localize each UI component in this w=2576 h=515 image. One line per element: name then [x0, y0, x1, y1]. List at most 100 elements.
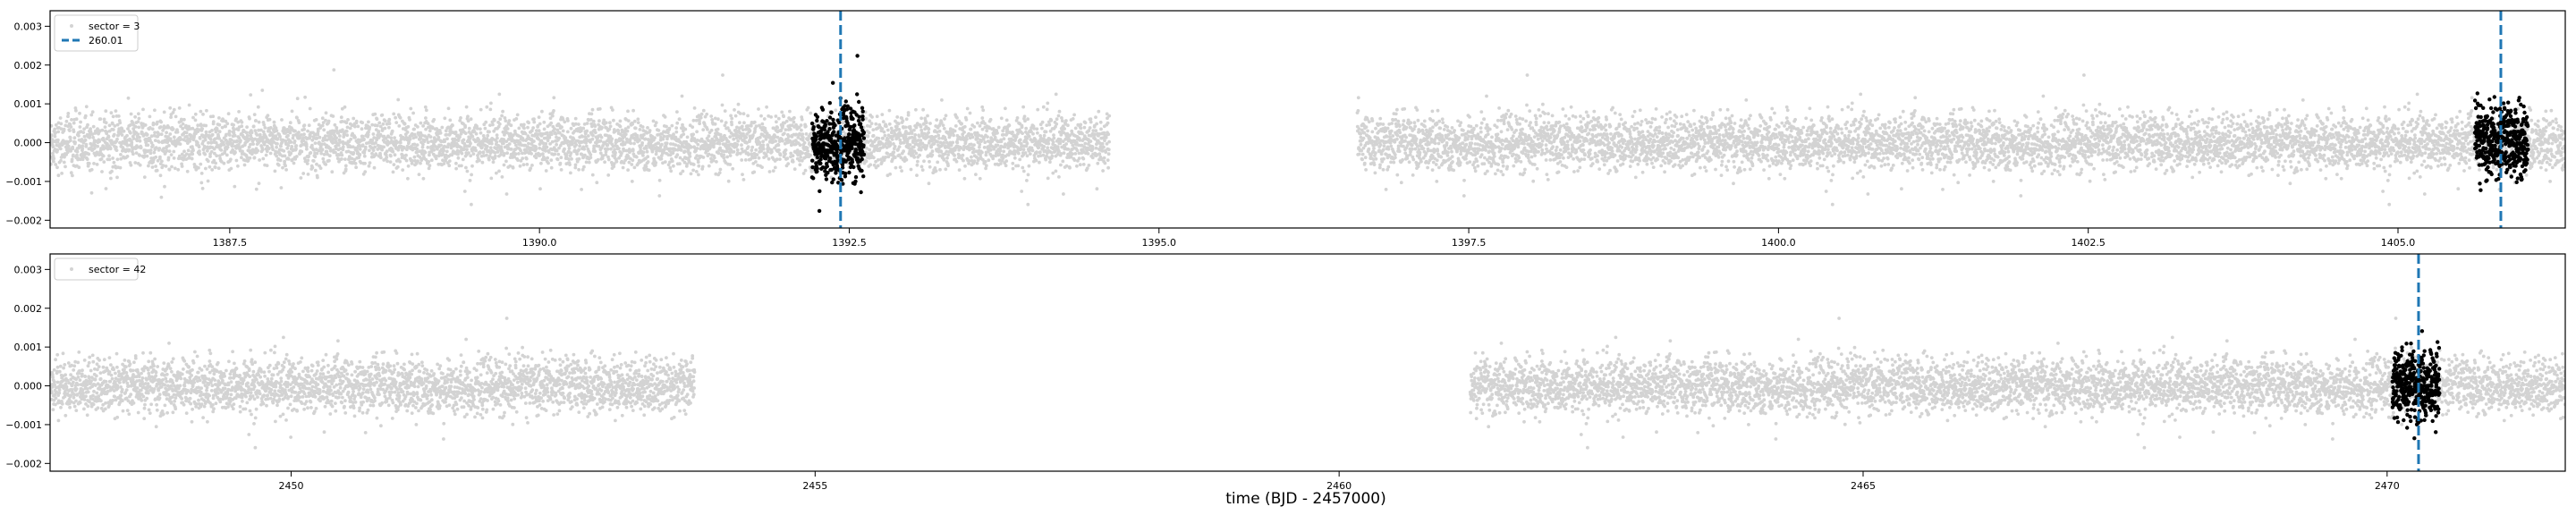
- data-point: [235, 139, 240, 143]
- data-point: [248, 156, 252, 160]
- data-point: [1051, 171, 1055, 175]
- data-point: [553, 127, 556, 131]
- data-point: [408, 118, 411, 122]
- data-point: [1095, 122, 1098, 126]
- data-point: [102, 117, 106, 122]
- data-point: [919, 116, 923, 121]
- data-point: [667, 126, 672, 131]
- data-point: [589, 153, 593, 156]
- data-point: [196, 123, 200, 128]
- data-point: [657, 141, 661, 146]
- data-point: [972, 159, 977, 164]
- data-point: [1094, 115, 1097, 120]
- data-point: [908, 143, 912, 147]
- data-point: [785, 156, 790, 161]
- data-point: [555, 148, 559, 153]
- data-point: [468, 179, 472, 182]
- data-point: [985, 129, 989, 133]
- data-point: [786, 162, 791, 166]
- data-point: [887, 108, 892, 113]
- data-point: [249, 142, 252, 147]
- data-point: [489, 176, 494, 181]
- data-point: [157, 147, 162, 150]
- data-point: [786, 134, 791, 139]
- data-point: [563, 147, 566, 151]
- data-point: [926, 114, 929, 118]
- data-point: [871, 128, 876, 132]
- data-point: [775, 125, 779, 130]
- data-point: [732, 149, 736, 154]
- data-point: [771, 169, 775, 173]
- data-point: [670, 123, 674, 128]
- data-point: [1011, 166, 1015, 171]
- data-point: [569, 126, 573, 131]
- data-point: [52, 159, 55, 164]
- data-point: [679, 148, 683, 152]
- data-point: [198, 152, 202, 156]
- data-point: [626, 109, 630, 114]
- data-point: [572, 138, 576, 141]
- data-point: [1011, 131, 1014, 134]
- data-point: [614, 150, 617, 155]
- data-point: [456, 156, 461, 160]
- data-point: [532, 120, 537, 124]
- data-point: [265, 164, 269, 168]
- data-point: [577, 156, 581, 161]
- data-point: [1050, 154, 1055, 158]
- data-point: [376, 123, 379, 128]
- data-point: [688, 151, 692, 156]
- data-point: [698, 122, 701, 126]
- data-point: [623, 132, 628, 137]
- data-point: [166, 125, 171, 130]
- data-point: [586, 134, 590, 138]
- data-point: [208, 137, 213, 141]
- data-point: [72, 153, 75, 157]
- data-point: [557, 136, 561, 140]
- data-point: [396, 97, 401, 102]
- data-point: [746, 145, 750, 149]
- data-point: [249, 93, 253, 97]
- data-point: [184, 152, 189, 156]
- data-point: [58, 116, 63, 120]
- data-point: [412, 155, 417, 159]
- data-point: [358, 148, 362, 151]
- data-point: [137, 125, 141, 130]
- data-point: [352, 151, 356, 155]
- data-point: [240, 124, 244, 129]
- data-point: [118, 165, 123, 170]
- data-point: [969, 142, 973, 147]
- data-point: [834, 108, 838, 113]
- data-point: [1024, 126, 1029, 131]
- data-point: [1073, 152, 1078, 156]
- data-point: [633, 126, 638, 131]
- data-point: [71, 147, 75, 151]
- data-point: [417, 173, 421, 177]
- data-point: [382, 145, 386, 149]
- data-point: [694, 170, 699, 173]
- data-point: [245, 156, 250, 160]
- data-point: [502, 152, 506, 156]
- data-point: [606, 143, 610, 148]
- data-point: [746, 114, 750, 118]
- data-point: [143, 123, 148, 127]
- data-point: [463, 125, 467, 130]
- data-point: [392, 163, 396, 167]
- data-point: [250, 131, 254, 135]
- data-point: [166, 156, 171, 160]
- data-point: [699, 112, 704, 116]
- data-point: [799, 156, 803, 159]
- data-point: [74, 117, 79, 122]
- data-point: [761, 143, 766, 148]
- data-point: [998, 148, 1003, 153]
- data-point: [738, 112, 742, 115]
- data-point: [107, 157, 112, 162]
- data-point: [801, 172, 806, 175]
- data-point: [180, 152, 184, 156]
- data-point: [553, 152, 557, 156]
- data-point: [358, 152, 362, 156]
- data-point: [897, 145, 902, 149]
- data-point: [280, 118, 284, 122]
- data-point: [278, 134, 282, 139]
- data-point: [701, 128, 706, 132]
